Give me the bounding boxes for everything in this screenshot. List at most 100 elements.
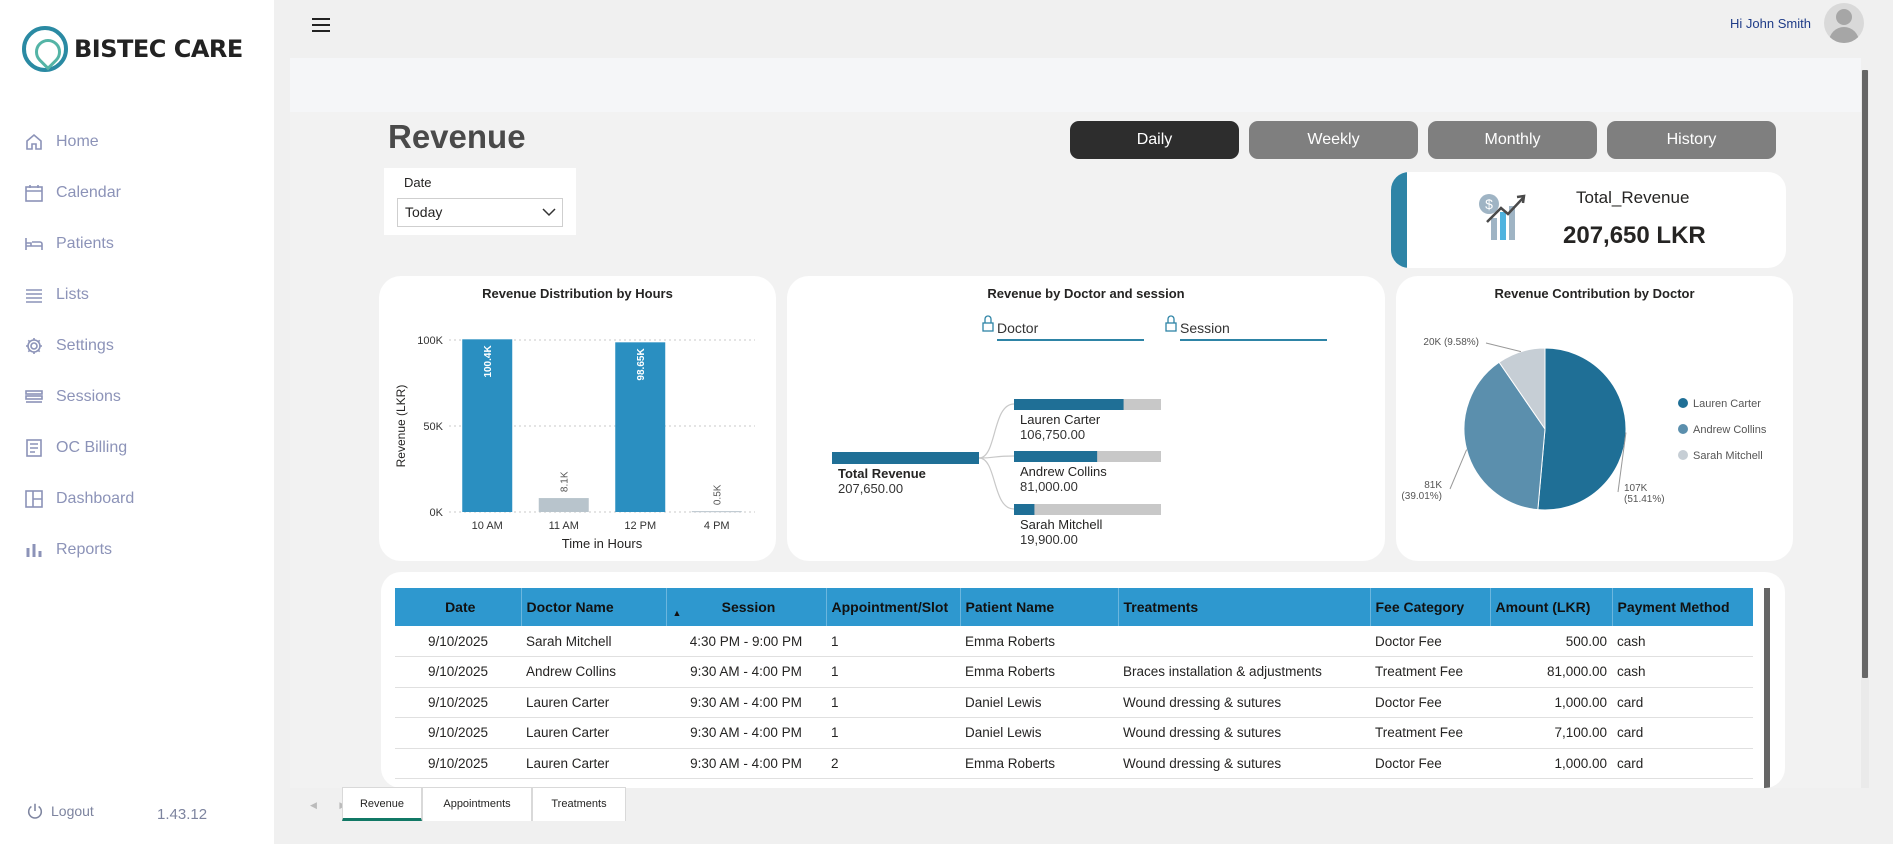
bar xyxy=(538,498,589,512)
sidebar-item-home[interactable]: Home xyxy=(24,116,134,167)
date-select[interactable]: Today xyxy=(397,198,563,227)
node-bar xyxy=(1014,399,1124,410)
table-cell xyxy=(1118,626,1370,657)
column-header[interactable]: Session ▲ xyxy=(665,588,826,626)
slice-data-label: 20K (9.58%) xyxy=(1423,337,1479,348)
node-bar xyxy=(1014,504,1035,515)
total-revenue-card: $ Total_Revenue 207,650 LKR xyxy=(1391,172,1786,268)
data-label: 98.65K xyxy=(636,348,647,381)
brand-logo[interactable]: BISTEC CARE xyxy=(22,26,243,72)
home-icon xyxy=(26,133,42,150)
sidebar-item-label: Lists xyxy=(56,285,89,303)
list-icon xyxy=(26,288,42,303)
table-row[interactable]: 9/10/2025 Sarah Mitchell 4:30 PM - 9:00 PM… xyxy=(395,626,1753,657)
node-bar xyxy=(1014,451,1098,462)
table-cell: Wound dressing & sutures xyxy=(1118,748,1370,779)
column-header[interactable]: Patient Name xyxy=(959,588,1118,626)
monthly-button[interactable]: Monthly xyxy=(1428,121,1597,159)
tab-treatments[interactable]: Treatments xyxy=(532,787,626,821)
table-row[interactable]: 9/10/2025 Andrew Collins 9:30 AM - 4:00 PM… xyxy=(395,656,1753,688)
chevron-down-icon xyxy=(542,208,556,217)
table-cell: Doctor Fee xyxy=(1370,748,1490,779)
menu-icon[interactable] xyxy=(312,18,330,32)
revenue-table-panel: Date Doctor Name Session ▲ Appointment/Slot P… xyxy=(381,572,1785,788)
weekly-button[interactable]: Weekly xyxy=(1249,121,1418,159)
column-header[interactable]: Date xyxy=(395,588,521,626)
vertical-scrollbar[interactable] xyxy=(1861,70,1869,788)
sidebar-item-patients[interactable]: Patients xyxy=(24,218,134,269)
legend-marker xyxy=(1678,424,1688,434)
y-tick-label: 100K xyxy=(417,335,443,347)
table-cell: Lauren Carter xyxy=(521,717,666,749)
chart-title: Revenue Distribution by Hours xyxy=(482,286,673,301)
power-icon xyxy=(27,803,43,819)
column-header[interactable]: Amount (LKR) xyxy=(1489,588,1612,626)
root-value: 207,650.00 xyxy=(838,481,903,496)
legend-label: Sarah Mitchell xyxy=(1693,450,1763,462)
table-row[interactable]: 9/10/2025 Lauren Carter 9:30 AM - 4:00 PM 1… xyxy=(395,687,1753,718)
dashboard-icon xyxy=(25,489,43,508)
node-label: Lauren Carter xyxy=(1020,412,1101,427)
table-cell: 1,000.00 xyxy=(1490,687,1612,718)
tree-connector xyxy=(978,403,1015,459)
tab-nav-arrows[interactable]: ◀ ▶ xyxy=(310,800,357,810)
table-cell: Sarah Mitchell xyxy=(521,626,666,657)
page-title: Revenue xyxy=(388,118,526,155)
tab-revenue[interactable]: Revenue xyxy=(342,787,422,821)
lock-icon xyxy=(982,322,994,332)
sidebar-item-oc-billing[interactable]: OC Billing xyxy=(24,422,134,473)
table-cell: Emma Roberts xyxy=(960,748,1118,779)
table-header-row: Date Doctor Name Session ▲ Appointment/Slot P… xyxy=(395,588,1753,626)
table-row[interactable]: 9/10/2025 Lauren Carter 9:30 AM - 4:00 PM 2… xyxy=(395,748,1753,779)
column-header[interactable]: Treatments xyxy=(1117,588,1370,626)
tab-appointments[interactable]: Appointments xyxy=(422,787,532,821)
x-axis-title: Time in Hours xyxy=(562,536,643,551)
node-value: 19,900.00 xyxy=(1020,532,1078,547)
sidebar-item-dashboard[interactable]: Dashboard xyxy=(24,473,134,524)
table-cell: Lauren Carter xyxy=(521,687,666,718)
table-cell: 2 xyxy=(826,748,960,779)
sidebar-item-calendar[interactable]: Calendar xyxy=(24,167,134,218)
sidebar-item-lists[interactable]: Lists xyxy=(24,269,134,320)
table-cell: 9/10/2025 xyxy=(395,687,521,718)
date-filter-label: Date xyxy=(404,175,432,190)
table-scrollbar[interactable] xyxy=(1764,588,1770,788)
column-header[interactable]: Appointment/Slot xyxy=(825,588,960,626)
table-cell: 7,100.00 xyxy=(1490,717,1612,749)
table-cell: Treatment Fee xyxy=(1370,656,1490,688)
revenue-by-doctor-pie: 107K(51.41%) Lauren Carter 81K(39.01%) Andr… xyxy=(1401,337,1767,511)
node-label: Andrew Collins xyxy=(1020,464,1107,479)
leader-line xyxy=(1485,342,1522,353)
sidebar-item-sessions[interactable]: Sessions xyxy=(24,371,134,422)
table-cell: Treatment Fee xyxy=(1370,717,1490,749)
table-cell: 9:30 AM - 4:00 PM xyxy=(666,656,826,688)
table-cell: 9/10/2025 xyxy=(395,626,521,657)
revenue-table: Date Doctor Name Session ▲ Appointment/Slot P… xyxy=(395,588,1753,779)
daily-button[interactable]: Daily xyxy=(1070,121,1239,159)
avatar[interactable] xyxy=(1824,3,1864,43)
column-header[interactable]: Payment Method xyxy=(1611,588,1753,626)
bar-chart-icon xyxy=(26,543,42,557)
root-label: Total Revenue xyxy=(838,466,926,481)
table-cell: card xyxy=(1612,687,1753,718)
history-button[interactable]: History xyxy=(1607,121,1776,159)
tree-connector xyxy=(978,455,1015,459)
logout-button[interactable]: Logout xyxy=(26,802,94,820)
table-cell: 81,000.00 xyxy=(1490,656,1612,688)
sidebar-nav: Home Calendar Patients Lists Settings Se… xyxy=(24,116,134,575)
leader-line xyxy=(1449,449,1468,490)
column-header-label: Treatments xyxy=(1123,599,1199,615)
doctor-level-header: Doctor xyxy=(997,320,1039,336)
sidebar-item-label: OC Billing xyxy=(56,438,128,456)
column-header[interactable]: Fee Category xyxy=(1369,588,1490,626)
table-cell: cash xyxy=(1612,656,1753,688)
sidebar-item-label: Patients xyxy=(56,234,114,252)
kpi-value: 207,650 LKR xyxy=(1563,222,1706,249)
slice-data-label: 81K xyxy=(1424,480,1442,491)
column-header[interactable]: Doctor Name xyxy=(520,588,666,626)
table-cell: Braces installation & adjustments xyxy=(1118,656,1370,688)
sidebar-item-settings[interactable]: Settings xyxy=(24,320,134,371)
sidebar-item-reports[interactable]: Reports xyxy=(24,524,134,575)
table-cell: Daniel Lewis xyxy=(960,687,1118,718)
table-row[interactable]: 9/10/2025 Lauren Carter 9:30 AM - 4:00 PM 1… xyxy=(395,717,1753,749)
